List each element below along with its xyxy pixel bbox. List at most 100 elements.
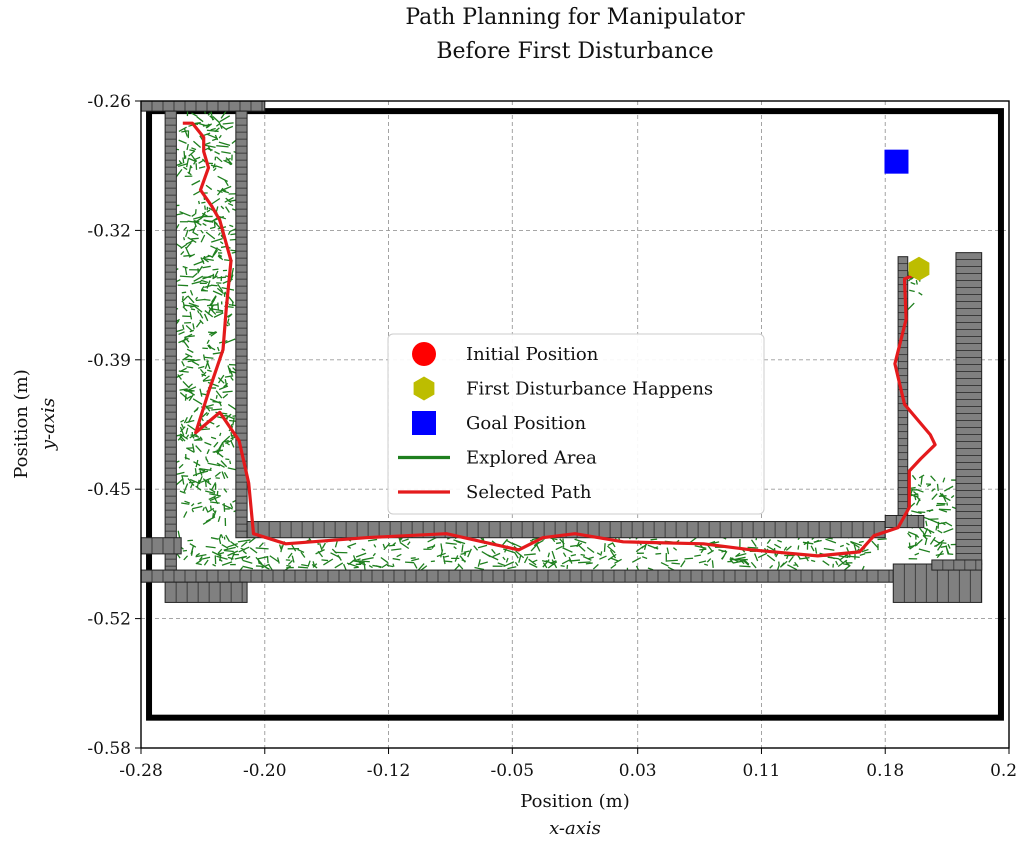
explored-branch xyxy=(199,467,212,472)
explored-branch xyxy=(361,548,366,551)
explored-branch xyxy=(331,548,338,554)
explored-branch xyxy=(182,301,185,308)
explored-branch xyxy=(603,543,606,552)
explored-branch xyxy=(203,219,211,223)
explored-branch xyxy=(937,529,943,534)
explored-branch xyxy=(216,287,224,294)
explored-branch xyxy=(214,450,224,458)
explored-branch xyxy=(943,528,954,534)
explored-branch xyxy=(528,562,538,568)
explored-branch xyxy=(729,557,739,563)
explored-branch xyxy=(178,463,184,469)
explored-branch xyxy=(210,284,218,287)
explored-branch xyxy=(184,333,193,339)
explored-branch xyxy=(195,215,205,223)
explored-branch xyxy=(222,122,234,125)
explored-branch xyxy=(586,546,595,554)
explored-branch xyxy=(223,190,229,194)
explored-branch xyxy=(176,329,184,333)
explored-branch xyxy=(195,445,202,453)
explored-branch xyxy=(200,229,204,234)
explored-branch xyxy=(207,507,215,513)
explored-branch xyxy=(721,550,727,553)
explored-branch xyxy=(307,560,311,567)
explored-branch xyxy=(209,398,222,405)
explored-branch xyxy=(215,390,223,399)
legend-box xyxy=(387,333,765,515)
explored-branch xyxy=(214,471,221,478)
explored-branch xyxy=(481,551,491,558)
explored-branch xyxy=(198,365,205,369)
explored-branch xyxy=(240,541,248,548)
explored-branch xyxy=(942,477,946,483)
explored-branch xyxy=(291,544,297,552)
explored-branch xyxy=(426,545,436,549)
explored-branch xyxy=(319,543,323,552)
explored-branch xyxy=(209,505,212,511)
explored-branch xyxy=(221,471,226,480)
obstacle xyxy=(140,569,894,583)
explored-branch xyxy=(181,291,187,294)
explored-branch xyxy=(226,442,230,446)
explored-branch xyxy=(609,549,617,559)
legend-label: Selected Path xyxy=(466,482,592,503)
explored-branch xyxy=(383,542,391,551)
explored-branch xyxy=(217,516,221,523)
obstacle xyxy=(164,581,248,603)
explored-branch xyxy=(268,564,273,571)
explored-branch xyxy=(352,560,364,564)
explored-branch xyxy=(562,547,573,553)
explored-branch xyxy=(610,557,619,562)
explored-branch xyxy=(917,484,922,488)
legend-label: Goal Position xyxy=(466,413,586,434)
explored-branch xyxy=(190,503,195,507)
explored-branch xyxy=(226,318,230,324)
explored-branch xyxy=(750,539,757,547)
explored-branch xyxy=(177,374,182,380)
explored-branch xyxy=(561,559,571,565)
explored-branch xyxy=(947,543,951,549)
explored-branch xyxy=(221,561,233,566)
explored-branch xyxy=(181,361,185,367)
explored-branch xyxy=(179,388,188,391)
explored-branch xyxy=(192,471,204,477)
obstacle xyxy=(884,514,925,529)
explored-branch xyxy=(523,553,536,556)
explored-branch xyxy=(698,560,707,564)
explored-branch xyxy=(193,461,201,467)
explored-branch xyxy=(217,377,225,384)
explored-branch xyxy=(183,166,188,171)
explored-branch xyxy=(580,553,586,557)
explored-branch xyxy=(541,560,547,563)
explored-branch xyxy=(192,398,203,405)
explored-branch xyxy=(599,555,607,560)
explored-branch xyxy=(461,559,466,563)
explored-branch xyxy=(473,545,479,551)
explored-branch xyxy=(813,539,822,543)
explored-branch xyxy=(189,311,193,320)
explored-branch xyxy=(229,460,232,465)
explored-branch xyxy=(217,175,228,183)
explored-branch xyxy=(195,296,199,301)
explored-branch xyxy=(945,545,949,555)
explored-branch xyxy=(660,561,669,567)
explored-branch xyxy=(297,566,309,569)
explored-branch xyxy=(736,552,747,557)
explored-branch xyxy=(227,543,238,548)
explored-branch xyxy=(219,432,222,437)
explored-branch xyxy=(204,360,209,370)
explored-branch xyxy=(574,538,587,544)
explored-branch xyxy=(249,547,258,554)
explored-branch xyxy=(375,565,382,569)
explored-branch xyxy=(192,231,199,236)
explored-branch xyxy=(555,545,563,551)
explored-branch xyxy=(946,502,949,506)
explored-branch xyxy=(191,272,198,278)
obstacle xyxy=(140,100,266,112)
explored-branch xyxy=(372,552,376,557)
explored-branch xyxy=(358,562,366,566)
explored-branch xyxy=(199,319,204,325)
chart-title-line-1: Path Planning for Manipulator xyxy=(405,5,745,30)
explored-branch xyxy=(210,238,223,243)
explored-branch xyxy=(178,331,185,336)
